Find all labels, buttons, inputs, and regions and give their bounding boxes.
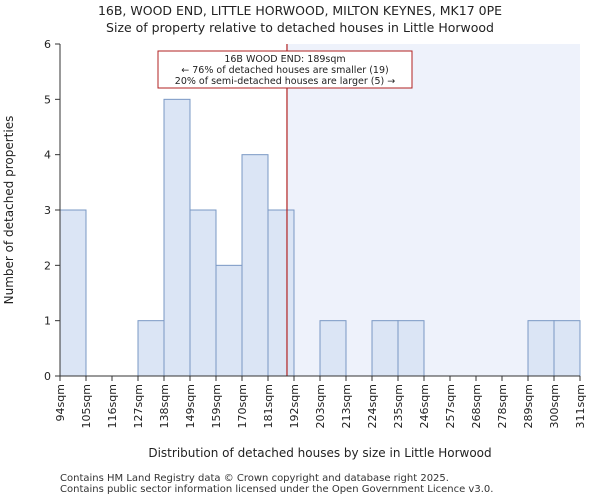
bar-94sqm bbox=[59, 209, 87, 377]
x-tick-label: 127sqm bbox=[132, 384, 145, 428]
x-tick-label: 235sqm bbox=[392, 384, 405, 428]
x-tick-label: 203sqm bbox=[314, 384, 327, 428]
bars-layer bbox=[59, 98, 581, 377]
bar-149sqm bbox=[189, 209, 217, 377]
x-ticks: 94sqm 105sqm 116sqm 127sqm 138sqm 149sqm 159sq… bbox=[54, 376, 587, 428]
footer-copyright: Contains HM Land Registry data © Crown c… bbox=[60, 473, 449, 484]
x-tick-label: 246sqm bbox=[418, 384, 431, 428]
bar-235sqm bbox=[397, 320, 425, 377]
chart-subtitle: Size of property relative to detached ho… bbox=[106, 20, 494, 35]
chart-title: 16B, WOOD END, LITTLE HORWOOD, MILTON KE… bbox=[97, 3, 503, 18]
annotation-frame bbox=[157, 50, 413, 89]
annotation-line-2: ← 76% of detached houses are smaller (19… bbox=[181, 65, 388, 76]
y-ticks: 0 1 2 3 4 5 6 bbox=[44, 38, 60, 383]
y-tick-label: 6 bbox=[44, 38, 51, 51]
annotation-line-3: 20% of semi-detached houses are larger (… bbox=[175, 76, 395, 87]
annotation-line-1: 16B WOOD END: 189sqm bbox=[224, 54, 345, 65]
x-tick-label: 213sqm bbox=[340, 384, 353, 428]
y-tick-label: 2 bbox=[44, 259, 51, 272]
x-tick-label: 192sqm bbox=[288, 384, 301, 428]
bar-289sqm bbox=[527, 320, 555, 377]
bar-138sqm bbox=[163, 98, 191, 377]
footer-licence: Contains public sector information licen… bbox=[60, 484, 494, 495]
y-axis-label: Number of detached properties bbox=[2, 116, 16, 305]
bar-170sqm bbox=[241, 154, 269, 377]
y-tick-label: 3 bbox=[44, 204, 51, 217]
x-tick-label: 289sqm bbox=[522, 384, 535, 428]
x-tick-label: 268sqm bbox=[470, 384, 483, 428]
x-tick-label: 149sqm bbox=[184, 384, 197, 428]
x-tick-label: 159sqm bbox=[210, 384, 223, 428]
y-tick-label: 4 bbox=[44, 149, 51, 162]
x-tick-label: 138sqm bbox=[158, 384, 171, 428]
x-tick-label: 94sqm bbox=[54, 384, 67, 421]
x-axis-label: Distribution of detached houses by size … bbox=[148, 446, 491, 460]
x-tick-label: 257sqm bbox=[444, 384, 457, 428]
bar-159sqm bbox=[215, 264, 243, 377]
x-tick-label: 116sqm bbox=[106, 384, 119, 428]
y-tick-label: 1 bbox=[44, 315, 51, 328]
x-tick-label: 181sqm bbox=[262, 384, 275, 428]
x-tick-label: 105sqm bbox=[80, 384, 93, 428]
annotation-box: 16B WOOD END: 189sqm ← 76% of detached h… bbox=[157, 50, 413, 89]
x-tick-label: 311sqm bbox=[574, 384, 587, 428]
y-tick-label: 0 bbox=[44, 370, 51, 383]
x-tick-label: 170sqm bbox=[236, 384, 249, 428]
bar-127sqm bbox=[137, 320, 165, 377]
x-tick-label: 300sqm bbox=[548, 384, 561, 428]
bar-224sqm bbox=[371, 320, 399, 377]
x-tick-label: 224sqm bbox=[366, 384, 379, 428]
bar-181sqm bbox=[267, 209, 295, 377]
x-tick-label: 278sqm bbox=[496, 384, 509, 428]
y-tick-label: 5 bbox=[44, 93, 51, 106]
bar-300sqm bbox=[553, 320, 581, 377]
bar-203sqm bbox=[319, 320, 347, 377]
